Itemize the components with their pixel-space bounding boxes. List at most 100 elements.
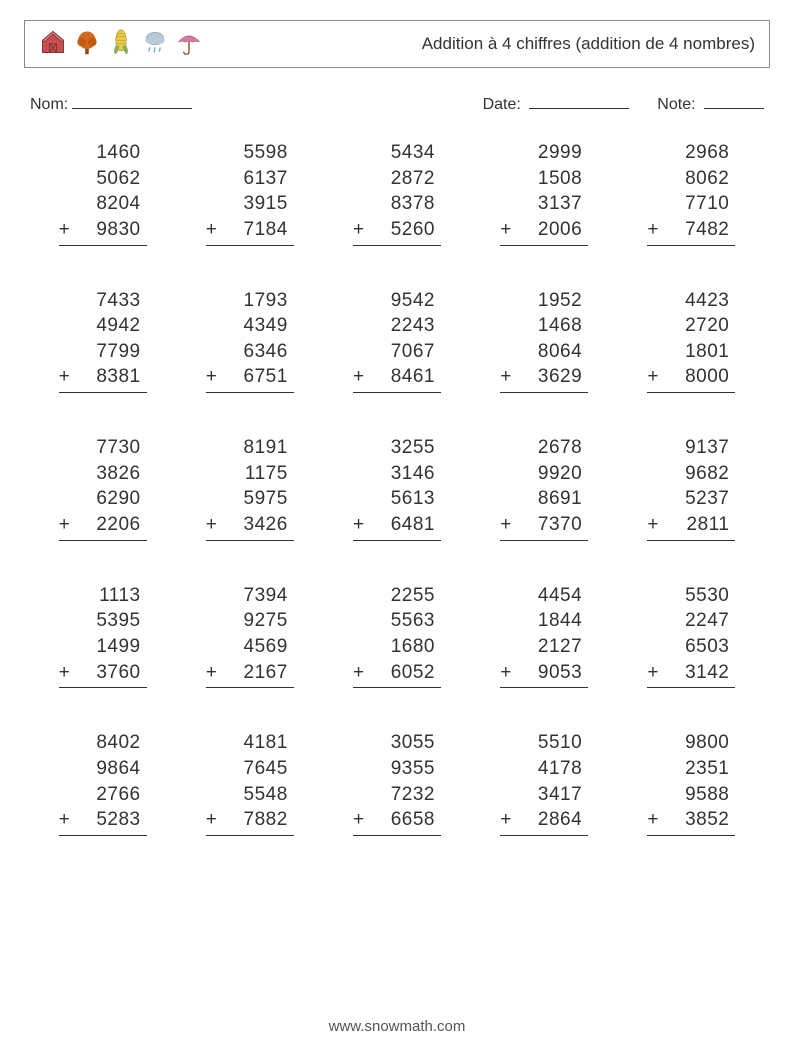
last-addend: +3629 bbox=[500, 364, 588, 393]
addend: 1499 bbox=[59, 634, 147, 660]
addition-problem: 954222437067+8461 bbox=[353, 288, 441, 394]
addend: 8402 bbox=[59, 730, 147, 756]
addition-problem: 179343496346+6751 bbox=[206, 288, 294, 394]
addend: 7067 bbox=[353, 339, 441, 365]
addition-problem: 195214688064+3629 bbox=[500, 288, 588, 394]
addition-problem: 442327201801+8000 bbox=[647, 288, 735, 394]
last-addend: +5260 bbox=[353, 217, 441, 246]
last-addend: +7370 bbox=[500, 512, 588, 541]
last-addend: +2864 bbox=[500, 807, 588, 836]
addend: 2872 bbox=[353, 166, 441, 192]
date-label: Date: bbox=[483, 96, 521, 113]
last-addend: +8461 bbox=[353, 364, 441, 393]
addition-problem: 543428728378+5260 bbox=[353, 140, 441, 246]
addend: 7232 bbox=[353, 782, 441, 808]
addition-problem: 553022476503+3142 bbox=[647, 583, 735, 689]
barn-icon bbox=[39, 28, 67, 61]
addend: 5434 bbox=[353, 140, 441, 166]
last-addend: +8000 bbox=[647, 364, 735, 393]
header-icons bbox=[39, 28, 203, 61]
addend: 2968 bbox=[647, 140, 735, 166]
addend: 9864 bbox=[59, 756, 147, 782]
addend: 1468 bbox=[500, 313, 588, 339]
rain-cloud-icon bbox=[141, 28, 169, 61]
addend: 3826 bbox=[59, 461, 147, 487]
addend: 4454 bbox=[500, 583, 588, 609]
addend: 3915 bbox=[206, 191, 294, 217]
tree-icon bbox=[73, 28, 101, 61]
header-box: Addition à 4 chiffres (addition de 4 nom… bbox=[24, 20, 770, 68]
addend: 1508 bbox=[500, 166, 588, 192]
addition-problem: 819111755975+3426 bbox=[206, 435, 294, 541]
addend: 1844 bbox=[500, 608, 588, 634]
addend: 1680 bbox=[353, 634, 441, 660]
addend: 4942 bbox=[59, 313, 147, 339]
addend: 7730 bbox=[59, 435, 147, 461]
addend: 9137 bbox=[647, 435, 735, 461]
addition-problem: 559861373915+7184 bbox=[206, 140, 294, 246]
addend: 3255 bbox=[353, 435, 441, 461]
addend: 8378 bbox=[353, 191, 441, 217]
name-label: Nom: bbox=[30, 96, 68, 114]
addend: 8062 bbox=[647, 166, 735, 192]
last-addend: +2811 bbox=[647, 512, 735, 541]
note-blank[interactable] bbox=[704, 92, 764, 109]
addition-problem: 111353951499+3760 bbox=[59, 583, 147, 689]
addition-problem: 445418442127+9053 bbox=[500, 583, 588, 689]
addend: 1801 bbox=[647, 339, 735, 365]
addend: 4423 bbox=[647, 288, 735, 314]
addend: 3417 bbox=[500, 782, 588, 808]
addend: 1113 bbox=[59, 583, 147, 609]
addition-problem: 840298642766+5283 bbox=[59, 730, 147, 836]
addend: 5598 bbox=[206, 140, 294, 166]
addend: 5395 bbox=[59, 608, 147, 634]
addend: 8204 bbox=[59, 191, 147, 217]
addition-problem: 739492754569+2167 bbox=[206, 583, 294, 689]
addend: 7645 bbox=[206, 756, 294, 782]
addition-problem: 305593557232+6658 bbox=[353, 730, 441, 836]
addend: 7394 bbox=[206, 583, 294, 609]
addend: 2766 bbox=[59, 782, 147, 808]
addend: 5237 bbox=[647, 486, 735, 512]
addition-problem: 299915083137+2006 bbox=[500, 140, 588, 246]
last-addend: +7882 bbox=[206, 807, 294, 836]
last-addend: +3760 bbox=[59, 660, 147, 689]
addition-problem: 225555631680+6052 bbox=[353, 583, 441, 689]
last-addend: +2167 bbox=[206, 660, 294, 689]
addition-problem: 980023519588+3852 bbox=[647, 730, 735, 836]
addend: 1952 bbox=[500, 288, 588, 314]
addition-problem: 773038266290+2206 bbox=[59, 435, 147, 541]
date-blank[interactable] bbox=[529, 92, 629, 109]
info-row: Nom: Date: Note: bbox=[24, 92, 770, 114]
addend: 2255 bbox=[353, 583, 441, 609]
addend: 2243 bbox=[353, 313, 441, 339]
addend: 6290 bbox=[59, 486, 147, 512]
addend: 5975 bbox=[206, 486, 294, 512]
last-addend: +7184 bbox=[206, 217, 294, 246]
last-addend: +9830 bbox=[59, 217, 147, 246]
addend: 1793 bbox=[206, 288, 294, 314]
addend: 9920 bbox=[500, 461, 588, 487]
addend: 4181 bbox=[206, 730, 294, 756]
addend: 2127 bbox=[500, 634, 588, 660]
last-addend: +3852 bbox=[647, 807, 735, 836]
addend: 2720 bbox=[647, 313, 735, 339]
last-addend: +6052 bbox=[353, 660, 441, 689]
name-blank[interactable] bbox=[72, 92, 192, 109]
last-addend: +6481 bbox=[353, 512, 441, 541]
addend: 8191 bbox=[206, 435, 294, 461]
addition-problem: 296880627710+7482 bbox=[647, 140, 735, 246]
addend: 2247 bbox=[647, 608, 735, 634]
addend: 8064 bbox=[500, 339, 588, 365]
addend: 1460 bbox=[59, 140, 147, 166]
addend: 2678 bbox=[500, 435, 588, 461]
last-addend: +2206 bbox=[59, 512, 147, 541]
addend: 9800 bbox=[647, 730, 735, 756]
addend: 4178 bbox=[500, 756, 588, 782]
last-addend: +8381 bbox=[59, 364, 147, 393]
addend: 9588 bbox=[647, 782, 735, 808]
addend: 4349 bbox=[206, 313, 294, 339]
last-addend: +5283 bbox=[59, 807, 147, 836]
addition-problem: 418176455548+7882 bbox=[206, 730, 294, 836]
last-addend: +3426 bbox=[206, 512, 294, 541]
